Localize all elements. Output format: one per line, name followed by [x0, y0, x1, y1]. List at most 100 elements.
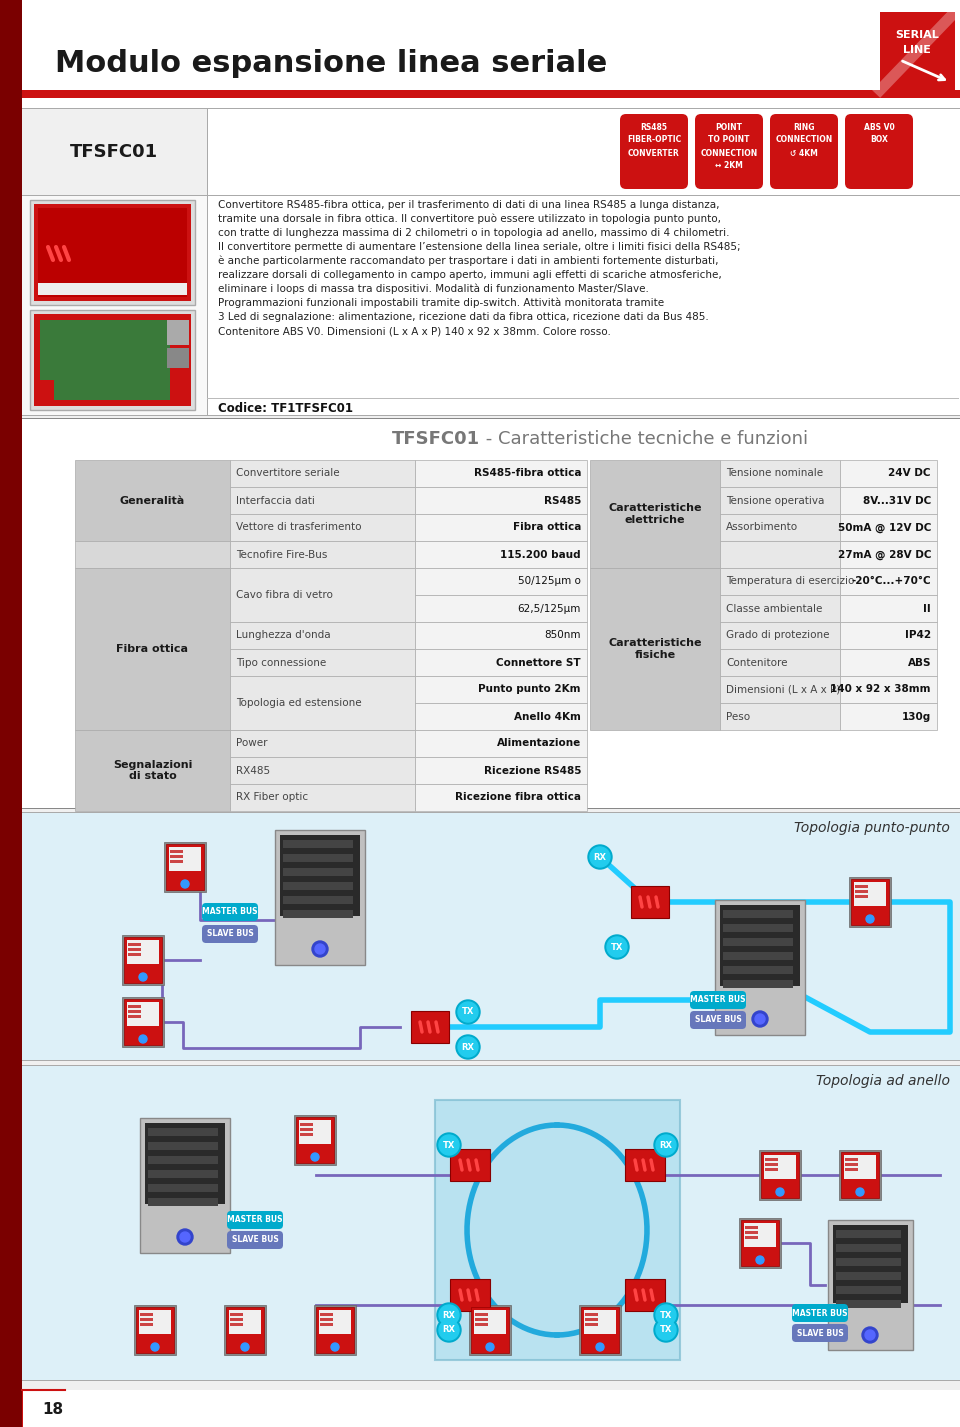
Text: 27mA @ 28V DC: 27mA @ 28V DC	[837, 549, 931, 559]
Bar	[833, 1224, 908, 1303]
Bar	[34, 380, 54, 405]
Bar	[744, 1223, 776, 1247]
Bar	[300, 1123, 313, 1126]
FancyBboxPatch shape	[770, 114, 838, 188]
Text: 18: 18	[42, 1403, 63, 1417]
Bar	[294, 1114, 336, 1164]
Bar	[581, 1307, 619, 1353]
Bar	[167, 348, 189, 368]
Text: eliminare i loops di massa tra dispositivi. Modalità di funzionamento Master/Sla: eliminare i loops di massa tra dispositi…	[218, 284, 649, 294]
Bar	[720, 676, 840, 704]
Bar	[280, 835, 360, 916]
Bar	[761, 1152, 799, 1199]
Bar	[415, 731, 587, 756]
Text: MASTER BUS: MASTER BUS	[690, 996, 746, 1005]
Bar	[22, 108, 207, 195]
Bar	[230, 676, 415, 731]
Text: è anche particolarmente raccomandato per trasportare i dati in ambienti fortemen: è anche particolarmente raccomandato per…	[218, 255, 718, 267]
Text: - Caratteristiche tecniche e funzioni: - Caratteristiche tecniche e funzioni	[480, 430, 808, 448]
Bar	[415, 514, 587, 541]
Text: -20°C...+70°C: -20°C...+70°C	[852, 577, 931, 586]
Bar	[148, 1156, 218, 1164]
Bar	[230, 459, 415, 487]
Text: SLAVE BUS: SLAVE BUS	[797, 1329, 844, 1337]
Text: TX: TX	[660, 1310, 672, 1320]
Circle shape	[458, 1002, 478, 1022]
Bar	[22, 0, 960, 108]
Text: SLAVE BUS: SLAVE BUS	[231, 1236, 278, 1244]
Bar	[415, 704, 587, 731]
Bar	[723, 925, 793, 932]
Text: 50/125μm o: 50/125μm o	[518, 577, 581, 586]
Bar	[836, 1300, 901, 1309]
Text: FIBER-OPTIC: FIBER-OPTIC	[627, 136, 682, 144]
Bar	[839, 1150, 881, 1200]
Bar	[841, 1152, 879, 1199]
Bar	[124, 938, 162, 983]
Bar	[22, 812, 960, 1060]
Bar	[741, 1220, 779, 1266]
Text: Tipo connessione: Tipo connessione	[236, 658, 326, 668]
Circle shape	[590, 848, 610, 868]
Text: 115.200 baud: 115.200 baud	[500, 549, 581, 559]
Circle shape	[177, 1229, 193, 1244]
Text: Assorbimento: Assorbimento	[726, 522, 798, 532]
FancyBboxPatch shape	[202, 903, 258, 920]
Text: MASTER BUS: MASTER BUS	[203, 908, 257, 916]
Text: Topologia punto-punto: Topologia punto-punto	[794, 821, 950, 835]
Text: 24V DC: 24V DC	[889, 468, 931, 478]
Bar	[415, 649, 587, 676]
Text: CONNECTION: CONNECTION	[776, 136, 832, 144]
Circle shape	[456, 1035, 480, 1059]
Bar	[224, 1306, 266, 1356]
FancyBboxPatch shape	[792, 1324, 848, 1341]
Text: Vettore di trasferimento: Vettore di trasferimento	[236, 522, 362, 532]
Circle shape	[437, 1303, 461, 1327]
Bar	[836, 1244, 901, 1251]
Text: Anello 4Km: Anello 4Km	[515, 712, 581, 722]
Bar	[22, 90, 960, 98]
Circle shape	[654, 1303, 678, 1327]
Bar	[140, 1117, 230, 1253]
Bar	[164, 842, 206, 892]
Bar	[585, 1319, 598, 1321]
Bar	[844, 1154, 876, 1179]
Bar	[22, 195, 960, 415]
Text: RX: RX	[443, 1326, 455, 1334]
Bar	[128, 1005, 141, 1007]
Bar	[230, 756, 415, 783]
Text: RS485-fibra ottica: RS485-fibra ottica	[473, 468, 581, 478]
Text: Contenitore: Contenitore	[726, 658, 787, 668]
Bar	[625, 1279, 665, 1311]
Bar	[314, 1306, 356, 1356]
Bar	[590, 459, 720, 568]
Text: RX Fiber optic: RX Fiber optic	[236, 792, 308, 802]
Bar	[230, 731, 415, 756]
Bar	[140, 1319, 153, 1321]
Bar	[128, 1010, 141, 1013]
Bar	[275, 831, 365, 965]
Circle shape	[856, 1189, 864, 1196]
Bar	[579, 1306, 621, 1356]
Text: Tensione operativa: Tensione operativa	[726, 495, 825, 505]
Bar	[625, 1149, 665, 1182]
Text: Classe ambientale: Classe ambientale	[726, 604, 823, 614]
Circle shape	[331, 1343, 339, 1351]
Bar	[840, 459, 937, 487]
FancyBboxPatch shape	[202, 925, 258, 943]
Bar	[836, 1286, 901, 1294]
Text: TFSFC01: TFSFC01	[392, 430, 480, 448]
Bar	[854, 882, 886, 906]
Bar	[840, 487, 937, 514]
Bar	[828, 1220, 913, 1350]
Bar	[122, 935, 164, 985]
Circle shape	[439, 1134, 459, 1154]
Text: 850nm: 850nm	[544, 631, 581, 641]
Bar	[296, 1117, 334, 1163]
Bar	[411, 1010, 449, 1043]
Text: SERIAL: SERIAL	[895, 30, 939, 40]
Bar	[148, 1184, 218, 1192]
Text: RX485: RX485	[236, 765, 270, 775]
Bar	[38, 208, 187, 297]
Bar	[316, 1307, 354, 1353]
